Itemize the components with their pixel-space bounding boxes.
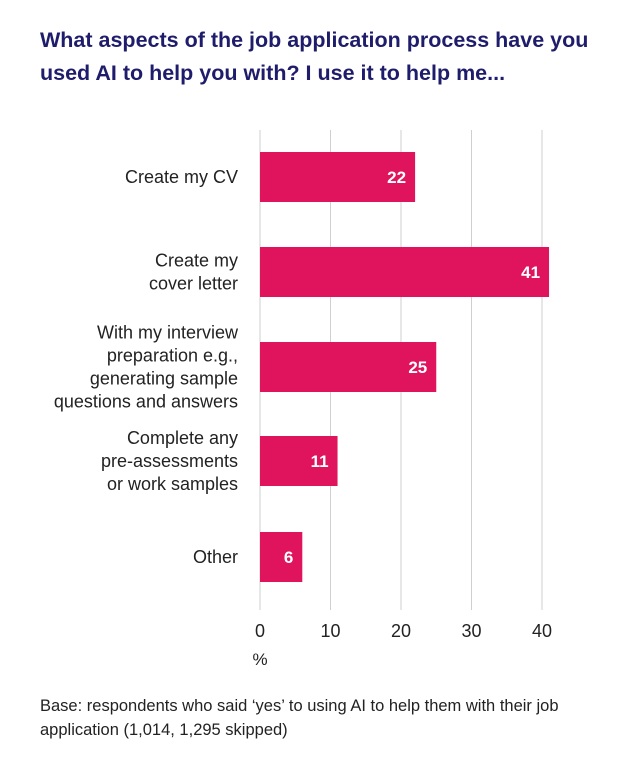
category-label-line: or work samples [107,474,238,494]
category-label-line: generating sample [90,369,238,389]
bar [260,247,550,297]
bar-value-label: 22 [387,168,406,187]
x-axis-unit-label: % [252,650,267,669]
x-tick-label: 10 [320,621,340,641]
x-tick-label: 0 [255,621,265,641]
x-tick-label: 20 [391,621,411,641]
bar-value-label: 41 [521,263,540,282]
bar [260,342,437,392]
bar-value-label: 6 [284,548,293,567]
category-label: Other [193,547,238,567]
x-axis-ticks: 0 10 20 30 40 [255,621,552,641]
category-label: With my interview preparation e.g., genera… [54,323,239,412]
bar-value-label: 11 [311,452,329,471]
bar-chart: 22 41 25 11 6 Create my CV Create my cover let… [54,130,552,669]
category-label-line: cover letter [149,274,238,294]
category-label-line: With my interview [97,323,239,343]
category-labels: Create my CV Create my cover letter With my… [54,167,239,567]
category-label-line: Complete any [127,428,238,448]
category-label-line: preparation e.g., [107,346,238,366]
category-label-line: pre-assessments [101,451,238,471]
bar [260,436,338,486]
chart-title: What aspects of the job application proc… [40,28,589,85]
bars: 22 41 25 11 6 [260,152,550,582]
bar-value-label: 25 [408,358,427,377]
x-tick-label: 30 [461,621,481,641]
bar [260,152,416,202]
chart-footnote: Base: respondents who said ‘yes’ to usin… [40,697,559,739]
category-label: Complete any pre-assessments or work sampl… [101,428,238,494]
category-label-line: Create my CV [125,167,238,187]
category-label-line: Other [193,547,238,567]
x-tick-label: 40 [532,621,552,641]
category-label: Create my CV [125,167,238,187]
category-label: Create my cover letter [149,251,238,294]
bar [260,532,303,582]
category-label-line: Create my [155,251,238,271]
category-label-line: questions and answers [54,392,238,412]
